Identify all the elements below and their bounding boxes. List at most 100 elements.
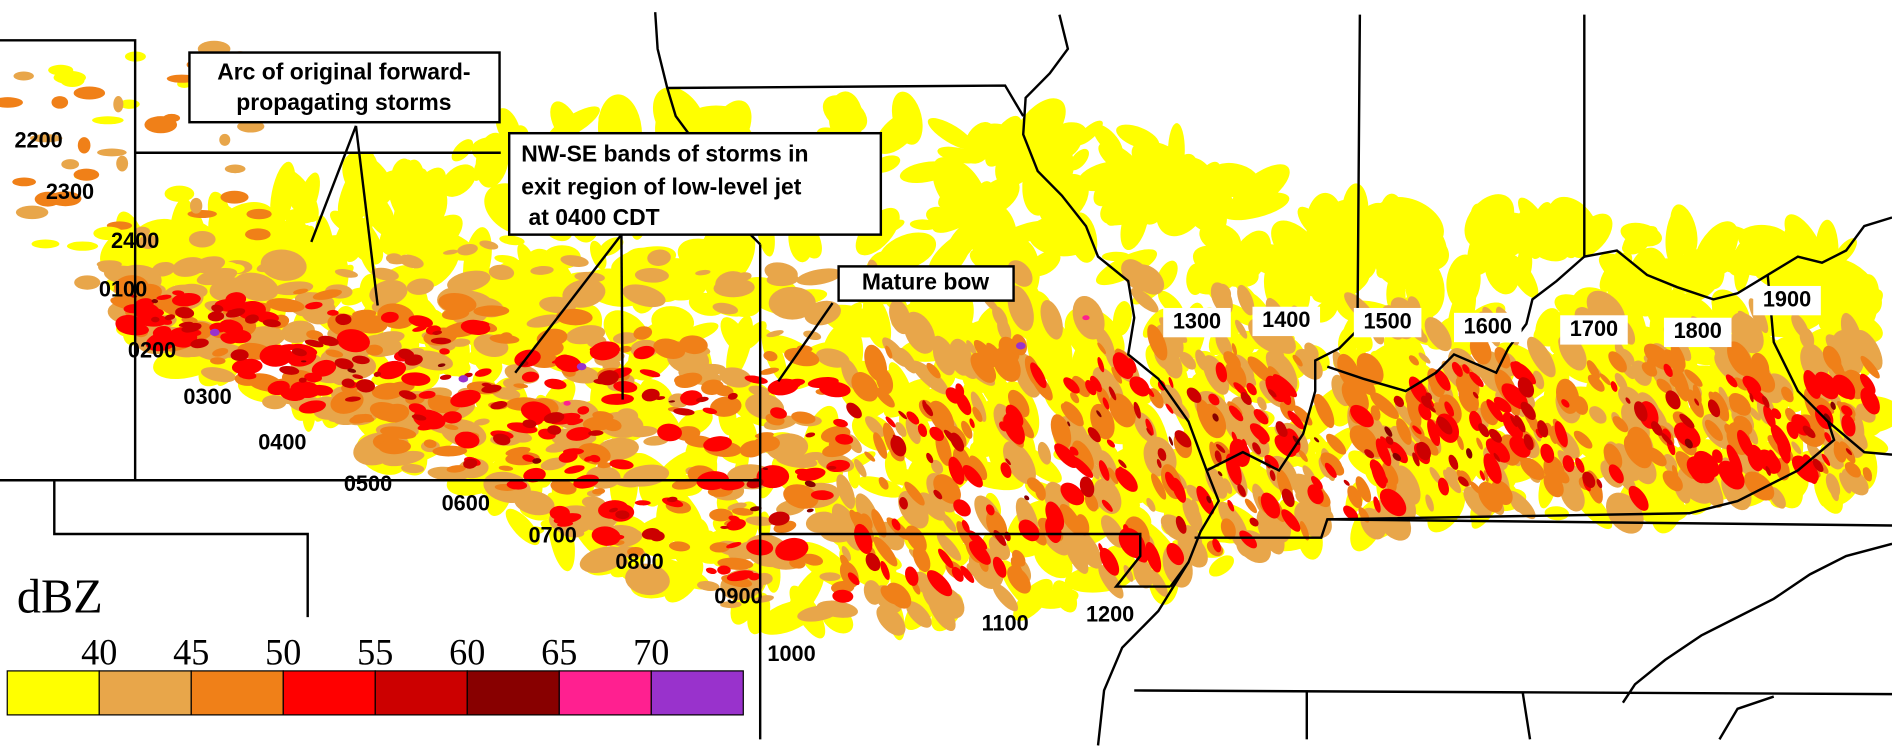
echo bbox=[1222, 192, 1290, 221]
echo bbox=[1070, 392, 1080, 404]
echo bbox=[322, 235, 362, 255]
echo bbox=[1212, 538, 1222, 553]
echo bbox=[831, 580, 855, 594]
echo bbox=[15, 205, 49, 220]
echo bbox=[533, 339, 564, 357]
echo bbox=[1349, 425, 1378, 454]
echo bbox=[494, 254, 519, 264]
echo bbox=[1381, 263, 1407, 277]
echo bbox=[404, 354, 423, 366]
echo bbox=[441, 299, 456, 306]
echo bbox=[810, 490, 834, 501]
echo bbox=[1175, 515, 1187, 534]
echo bbox=[1097, 357, 1105, 373]
echo bbox=[1718, 386, 1731, 411]
leader-line bbox=[354, 125, 379, 306]
echo bbox=[171, 292, 201, 307]
annotation-line: Mature bow bbox=[862, 269, 989, 295]
legend-swatch bbox=[282, 670, 376, 716]
echo bbox=[918, 492, 946, 521]
echo bbox=[1561, 399, 1570, 408]
echo bbox=[1099, 547, 1120, 576]
echo bbox=[1768, 449, 1780, 470]
echo bbox=[953, 499, 971, 517]
echo bbox=[349, 413, 373, 424]
echo bbox=[627, 546, 644, 557]
echo bbox=[764, 262, 798, 283]
echo bbox=[960, 565, 975, 583]
echo bbox=[1067, 421, 1071, 427]
echo bbox=[847, 572, 860, 586]
echo bbox=[432, 445, 468, 457]
echo bbox=[610, 551, 646, 578]
echo bbox=[1380, 436, 1391, 449]
echo bbox=[1660, 432, 1673, 446]
echo bbox=[616, 408, 639, 424]
echo bbox=[1132, 264, 1165, 295]
echo bbox=[61, 159, 80, 170]
echo bbox=[647, 249, 671, 266]
echo bbox=[1763, 405, 1776, 429]
echo bbox=[1458, 476, 1469, 487]
echo bbox=[1622, 226, 1658, 254]
echo bbox=[380, 426, 417, 440]
echo bbox=[1483, 453, 1502, 484]
echo bbox=[1174, 430, 1192, 448]
echo bbox=[1227, 499, 1235, 512]
echo bbox=[744, 375, 768, 384]
echo bbox=[1379, 488, 1407, 517]
echo bbox=[703, 220, 756, 287]
echo bbox=[1069, 148, 1089, 171]
echo bbox=[819, 572, 841, 581]
echo bbox=[1537, 420, 1549, 438]
echo bbox=[1821, 258, 1882, 317]
echo bbox=[878, 477, 889, 490]
echo bbox=[1822, 345, 1842, 371]
echo bbox=[457, 243, 478, 256]
echo bbox=[1628, 485, 1649, 511]
echo bbox=[164, 314, 176, 321]
echo bbox=[1802, 425, 1816, 439]
echo bbox=[712, 302, 739, 315]
echo bbox=[863, 580, 882, 605]
echo bbox=[1106, 439, 1116, 448]
echo bbox=[1470, 199, 1497, 238]
echo bbox=[713, 278, 755, 298]
echo bbox=[481, 384, 502, 393]
echo bbox=[1052, 580, 1078, 613]
echo bbox=[474, 418, 490, 426]
echo bbox=[926, 452, 934, 464]
echo bbox=[1688, 457, 1709, 484]
echo bbox=[1130, 288, 1159, 313]
echo bbox=[1018, 519, 1040, 542]
echo bbox=[1235, 319, 1248, 339]
echo bbox=[1240, 392, 1252, 405]
echo bbox=[1199, 403, 1227, 439]
echo bbox=[1060, 482, 1085, 506]
echo bbox=[334, 269, 358, 278]
echo bbox=[775, 537, 809, 561]
echo bbox=[1102, 397, 1110, 410]
echo bbox=[391, 158, 411, 183]
echo bbox=[398, 390, 417, 400]
echo bbox=[992, 556, 1007, 578]
time-label: 1800 bbox=[1674, 318, 1722, 343]
echo bbox=[351, 314, 388, 334]
echo bbox=[1202, 355, 1230, 395]
echo bbox=[430, 337, 452, 345]
echo bbox=[1737, 310, 1760, 336]
echo bbox=[532, 458, 542, 464]
echo bbox=[1167, 547, 1177, 558]
echo bbox=[1096, 410, 1102, 418]
leader-line bbox=[777, 302, 834, 382]
echo bbox=[1484, 246, 1520, 295]
echo bbox=[305, 301, 323, 310]
echo bbox=[1097, 342, 1107, 355]
echo bbox=[791, 411, 816, 424]
border bbox=[1584, 216, 1892, 301]
echo bbox=[1684, 369, 1703, 387]
echo bbox=[1267, 389, 1277, 398]
echo bbox=[948, 456, 965, 485]
echo bbox=[1337, 353, 1361, 390]
echo bbox=[1013, 578, 1053, 621]
